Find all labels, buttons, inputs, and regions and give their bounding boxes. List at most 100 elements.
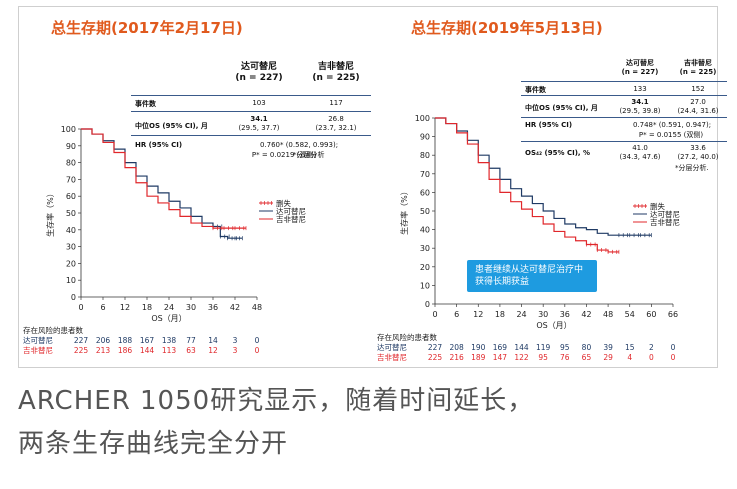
y-tick-label: 60 (66, 192, 76, 201)
left-col1-n: (n = 227) (235, 73, 283, 83)
left-col1-name: 达可替尼 (240, 62, 277, 72)
table-rule (131, 95, 371, 96)
risk-value: 147 (493, 353, 508, 362)
y-tick-label: 50 (66, 209, 76, 218)
x-tick-label: 54 (625, 310, 635, 319)
y-tick-label: 50 (420, 207, 430, 216)
y-tick-label: 70 (420, 170, 430, 179)
legend-label: 删失 (276, 198, 291, 208)
risk-value: 15 (625, 343, 635, 352)
risk-row-label: 吉非替尼 (377, 352, 407, 362)
x-tick-label: 0 (432, 310, 437, 319)
x-tick-label: 12 (473, 310, 483, 319)
table-rule (521, 81, 727, 82)
table-rule (521, 95, 727, 96)
caption: ARCHER 1050研究显示，随着时间延长， 两条生存曲线完全分开 (18, 380, 718, 466)
left-row-median-c2-ci: (23.7, 32.1) (315, 124, 357, 132)
left-row-median-c1: 34.1 (250, 115, 268, 123)
left-row-median-c1-ci: (29.5, 37.7) (238, 124, 280, 132)
x-tick-label: 42 (581, 310, 591, 319)
left-row-hr-value: 0.760* (0.582, 0.993); (259, 141, 339, 149)
right-row-os42-c2: 33.6 (690, 144, 706, 152)
risk-value: 227 (74, 336, 89, 345)
y-tick-label: 60 (420, 188, 430, 197)
right-col2-name: 吉非替尼 (684, 59, 712, 67)
y-tick-label: 40 (66, 226, 76, 235)
y-tick-label: 100 (415, 114, 430, 123)
risk-value: 227 (428, 343, 443, 352)
left-note: *分层分析 (293, 151, 325, 159)
risk-value: 0 (671, 343, 676, 352)
risk-value: 95 (538, 353, 548, 362)
legend-label: 吉非替尼 (650, 217, 680, 227)
x-tick-label: 36 (560, 310, 570, 319)
right-row-hr-label: HR (95% CI) (525, 121, 573, 129)
left-summary-table: 达可替尼 (n = 227) 吉非替尼 (n = 225) 事件数 103 11… (121, 59, 371, 169)
left-col2-n: (n = 225) (312, 73, 360, 83)
right-row-os42-c2-ci: (27.2, 40.0) (677, 153, 719, 161)
x-tick-label: 24 (164, 303, 174, 312)
risk-value: 0 (671, 353, 676, 362)
risk-value: 80 (582, 343, 592, 352)
risk-value: 3 (233, 346, 238, 355)
y-tick-label: 0 (71, 293, 76, 302)
risk-row-label: 达可替尼 (377, 342, 407, 352)
x-tick-label: 30 (538, 310, 548, 319)
x-tick-label: 18 (142, 303, 152, 312)
risk-value: 0 (255, 346, 260, 355)
right-row-median-c2-ci: (24.4, 31.6) (677, 107, 719, 115)
right-col1-n: (n = 227) (621, 68, 659, 76)
risk-value: 12 (208, 346, 218, 355)
y-tick-label: 30 (66, 243, 76, 252)
x-tick-label: 60 (646, 310, 656, 319)
y-tick-label: 90 (420, 133, 430, 142)
x-tick-label: 66 (668, 310, 678, 319)
risk-value: 95 (560, 343, 570, 352)
risk-value: 186 (118, 346, 133, 355)
x-tick-label: 24 (516, 310, 526, 319)
risk-value: 122 (514, 353, 529, 362)
y-tick-label: 90 (66, 142, 76, 151)
left-panel: 总生存期(2017年2月17日) 达可替尼 (n = 227) 吉非替尼 (n … (19, 7, 371, 367)
y-axis-label: 生存率（%） (399, 187, 409, 235)
x-axis-label: OS（月） (151, 314, 186, 323)
right-row-median-c2: 27.0 (690, 98, 706, 106)
risk-value: 225 (428, 353, 443, 362)
x-tick-label: 6 (454, 310, 459, 319)
y-tick-label: 20 (420, 263, 430, 272)
x-tick-label: 0 (78, 303, 83, 312)
left-row-events-c1: 103 (252, 99, 266, 107)
risk-value: 138 (162, 336, 177, 345)
right-row-median-label: 中位OS (95% CI), 月 (525, 104, 598, 112)
right-summary-table: 达可替尼 (n = 227) 吉非替尼 (n = 225) 事件数 133 15… (521, 59, 727, 179)
risk-value: 208 (449, 343, 464, 352)
risk-value: 144 (514, 343, 529, 352)
right-col2-n: (n = 225) (679, 68, 717, 76)
table-rule (131, 135, 371, 136)
risk-value: 63 (186, 346, 196, 355)
x-tick-label: 48 (252, 303, 262, 312)
risk-value: 0 (649, 353, 654, 362)
left-row-events-label: 事件数 (135, 100, 156, 108)
left-row-median-label: 中位OS (95% CI), 月 (135, 122, 208, 130)
left-row-hr-label: HR (95% CI) (135, 141, 183, 149)
risk-value: 4 (627, 353, 632, 362)
risk-value: 190 (471, 343, 486, 352)
y-tick-label: 30 (420, 244, 430, 253)
right-row-hr-p: P* = 0.0155 (双侧) (638, 131, 704, 139)
risk-row-label: 吉非替尼 (23, 345, 53, 355)
legend-label: 达可替尼 (276, 206, 306, 216)
x-tick-label: 36 (208, 303, 218, 312)
y-tick-label: 80 (420, 151, 430, 160)
left-title: 总生存期(2017年2月17日) (51, 19, 243, 37)
risk-value: 77 (186, 336, 196, 345)
risk-value: 225 (74, 346, 89, 355)
right-row-os42-label: OS₄₂ (95% CI), % (525, 149, 591, 157)
risk-value: 206 (96, 336, 111, 345)
risk-value: 14 (208, 336, 218, 345)
x-axis-label: OS（月） (536, 321, 571, 330)
right-col1-name: 达可替尼 (626, 59, 654, 67)
risk-value: 65 (582, 353, 592, 362)
risk-value: 29 (603, 353, 613, 362)
